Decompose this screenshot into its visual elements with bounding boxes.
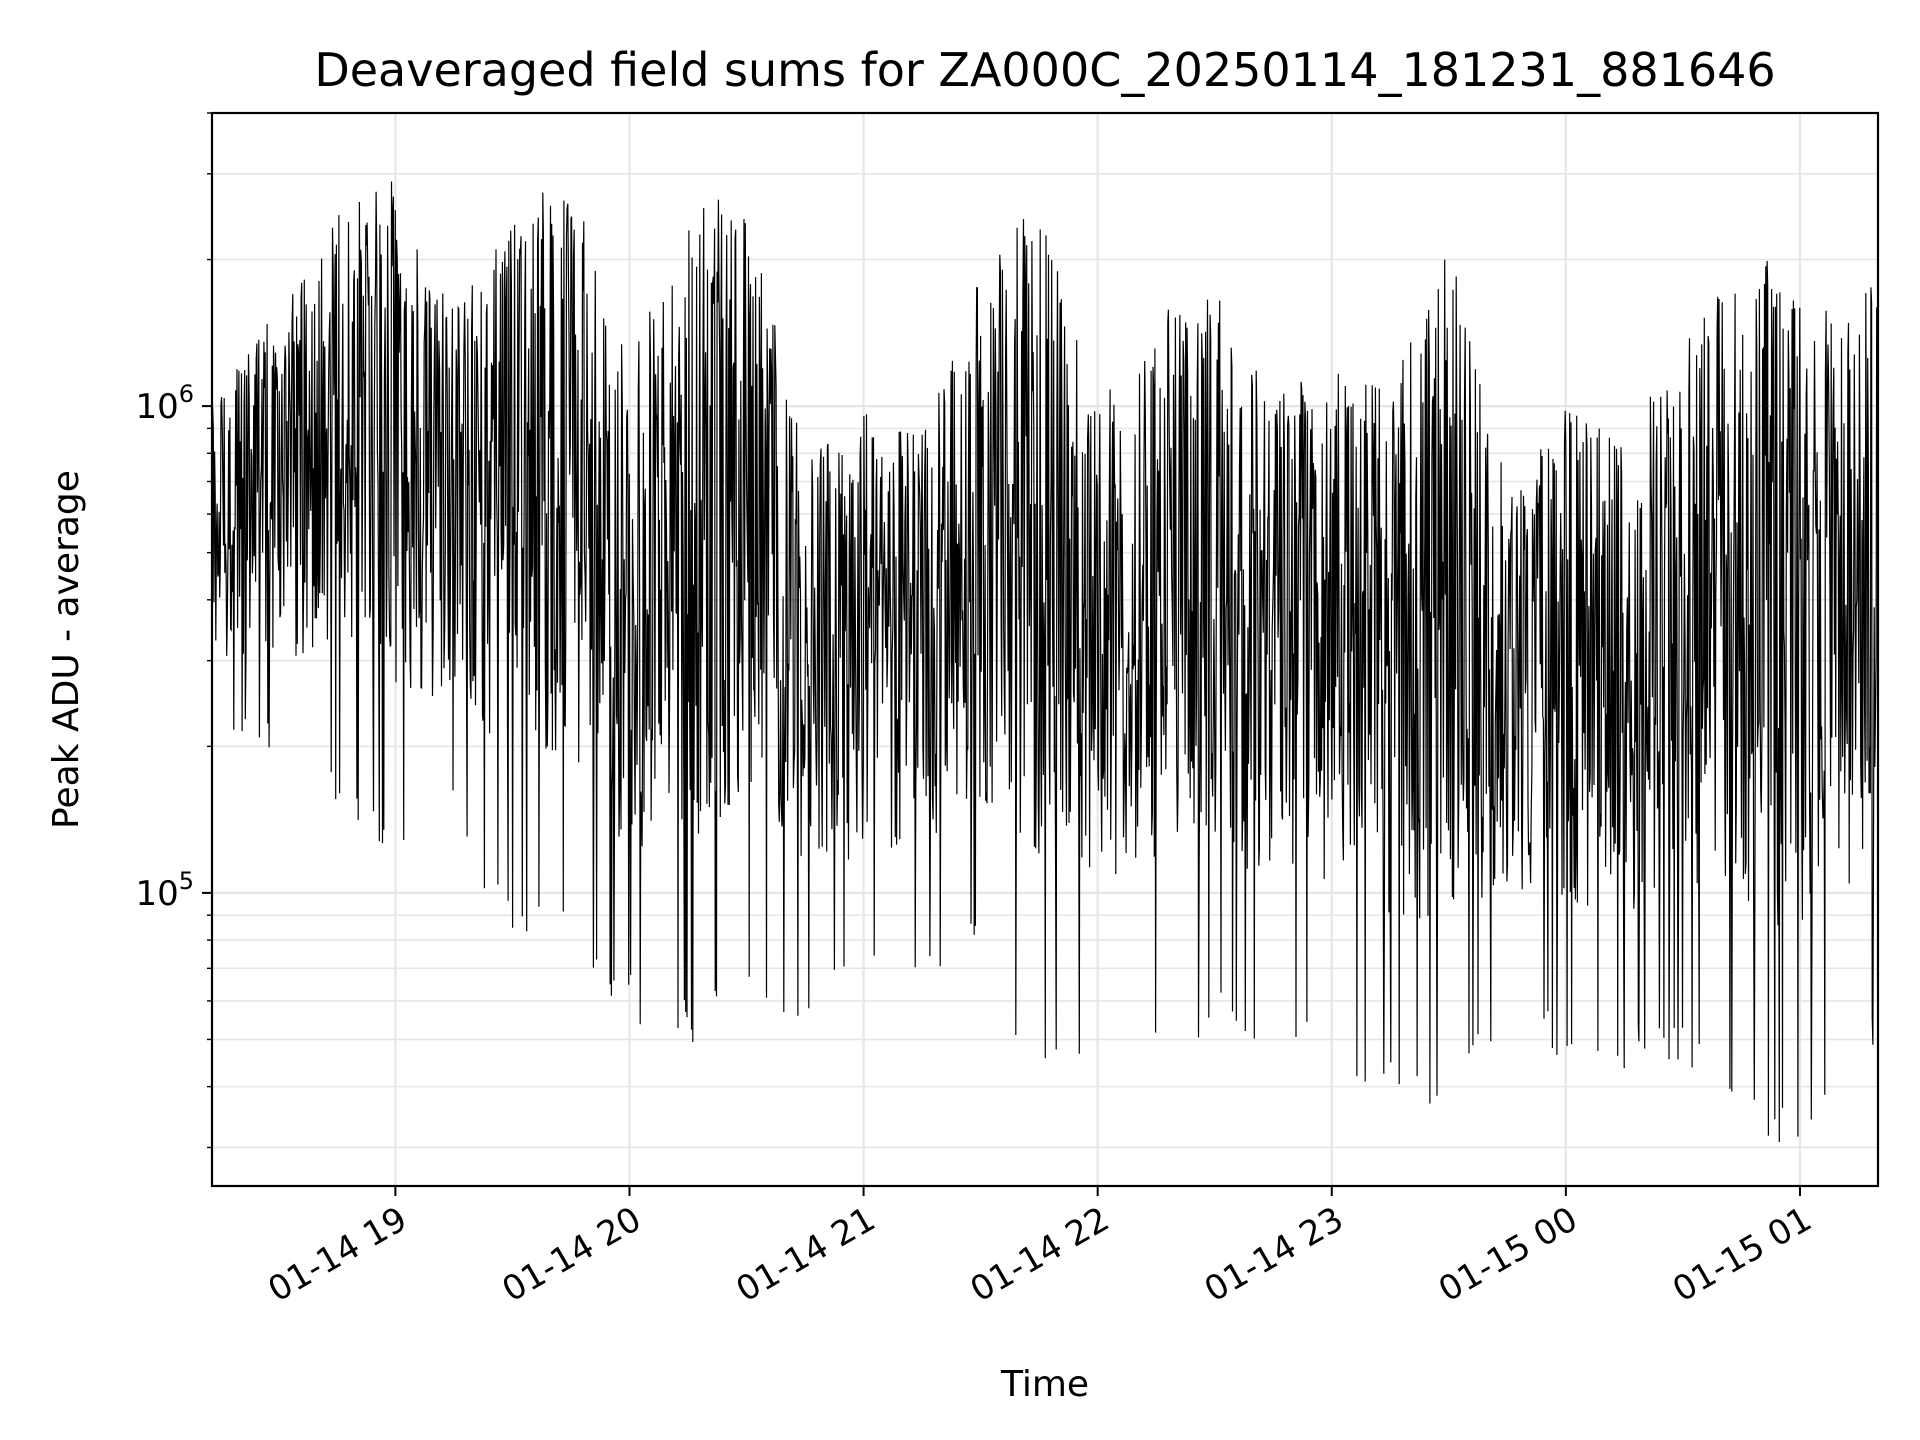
- y-tick-exponent: 5: [179, 867, 194, 895]
- data-series: [211, 181, 1879, 1143]
- y-tick-label: 106: [135, 380, 194, 427]
- y-tick-label: 105: [135, 867, 194, 914]
- y-axis-label: Peak ADU - average: [46, 470, 87, 829]
- plot-frame: [210, 111, 1880, 1188]
- x-axis-label: Time: [1000, 1364, 1089, 1405]
- y-tick-base: 10: [135, 387, 178, 427]
- y-tick-base: 10: [135, 874, 178, 914]
- chart-title: Deaveraged field sums for ZA000C_2025011…: [314, 43, 1775, 97]
- y-tick-exponent: 6: [179, 380, 194, 408]
- series-line: [211, 181, 1879, 1143]
